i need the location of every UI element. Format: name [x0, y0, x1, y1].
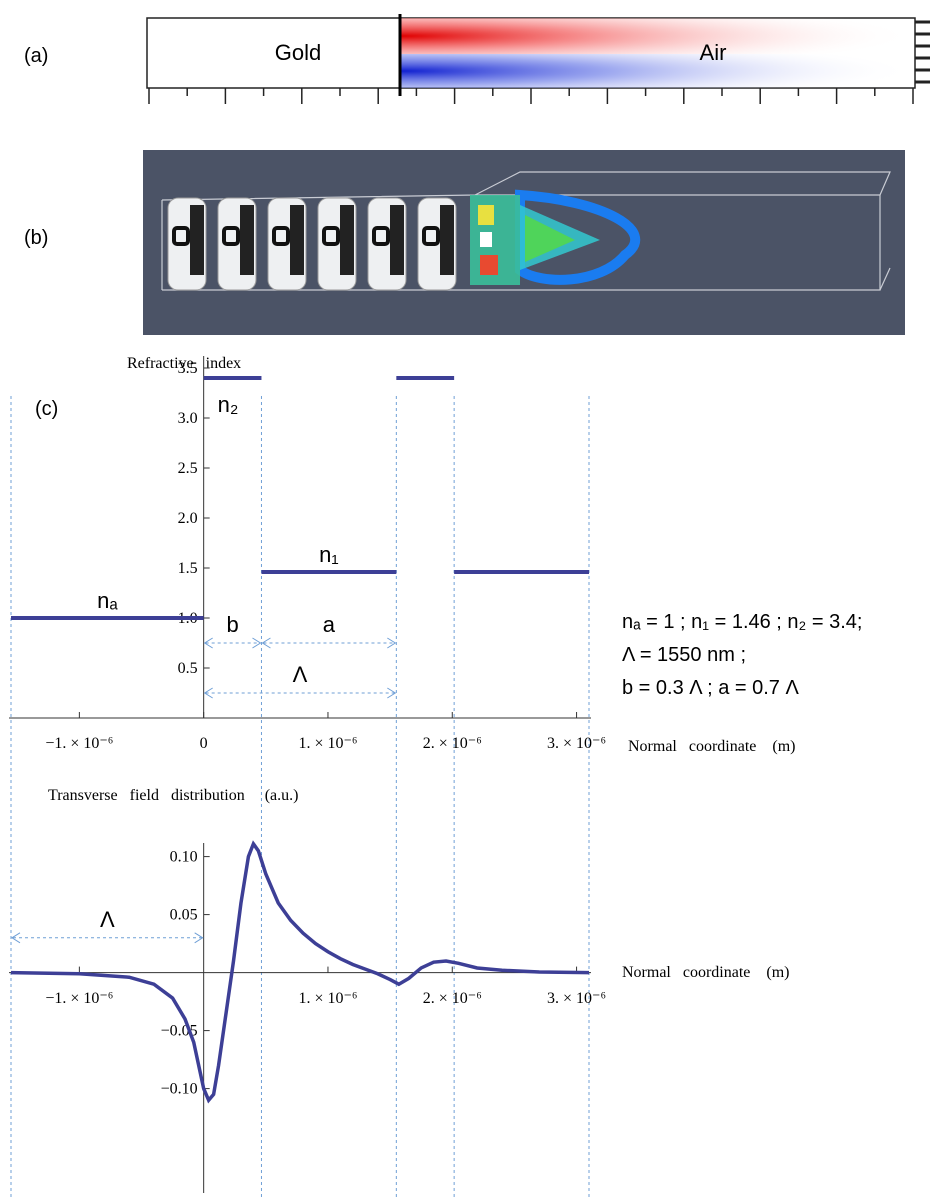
parameter-text: Λ = 1550 nm ;: [622, 644, 746, 666]
y-tick-label: 0.5: [178, 660, 198, 677]
y-tick-label: 3.5: [178, 360, 198, 377]
y-axis-title: Transverse field distribution (a.u.): [48, 787, 298, 804]
arrow-head: [252, 637, 262, 649]
region-label: Gold: [275, 40, 321, 65]
x-tick-label: 3. × 10⁻⁶: [547, 735, 606, 752]
arrow-head: [261, 637, 271, 649]
segment-label: n₁: [319, 542, 339, 567]
panel-a-graphic: [146, 14, 930, 104]
dimension-label: Λ: [100, 907, 115, 932]
panel-label: (a): [24, 45, 48, 67]
y-axis-title: Refractive index: [127, 355, 241, 372]
field-curve: [10, 840, 590, 1104]
cylinder-hole: [272, 226, 290, 246]
arrow-head: [203, 637, 213, 649]
cylinder-hole: [222, 226, 240, 246]
x-tick-label: 1. × 10⁻⁶: [298, 990, 357, 1007]
segment-label: nₐ: [97, 588, 118, 613]
panel-label: (c): [35, 398, 58, 420]
arrow-head: [11, 932, 21, 944]
cylinder-hole: [422, 226, 440, 246]
x-tick-label: −1. × 10⁻⁶: [45, 990, 113, 1007]
arrow-head: [194, 932, 204, 944]
panel-b-graphic: [143, 150, 905, 335]
region-label: Air: [700, 40, 727, 65]
cylinder-hole: [322, 226, 340, 246]
dimension-label: b: [226, 612, 238, 637]
cylinder-hole: [172, 226, 190, 246]
x-axis-title: Normal coordinate (m): [622, 964, 790, 981]
x-tick-label: 2. × 10⁻⁶: [423, 735, 482, 752]
y-tick-label: 2.5: [178, 460, 198, 477]
dimension-label: a: [323, 612, 336, 637]
segment-label: n₂: [218, 392, 239, 417]
arrow-head: [203, 687, 213, 699]
y-tick-label: 3.0: [178, 410, 198, 427]
cylinder-shadow: [340, 205, 354, 275]
x-tick-label: −1. × 10⁻⁶: [45, 735, 113, 752]
y-tick-label: 2.0: [178, 510, 198, 527]
cylinder-shadow: [240, 205, 254, 275]
x-tick-label: 2. × 10⁻⁶: [423, 990, 482, 1007]
y-tick-label: 0.05: [170, 907, 198, 924]
x-axis-title: Normal coordinate (m): [628, 738, 796, 755]
y-tick-label: −0.10: [161, 1081, 198, 1098]
cylinder-shadow: [290, 205, 304, 275]
y-tick-label: 1.5: [178, 560, 198, 577]
parameters: nₐ = 1 ; n₁ = 1.46 ; n₂ = 3.4; Λ = 1550 n…: [622, 611, 862, 699]
x-tick-label: 3. × 10⁻⁶: [547, 990, 606, 1007]
panel-label: (b): [24, 227, 48, 249]
x-tick-label: 0: [200, 735, 208, 752]
cylinder-hole: [372, 226, 390, 246]
arrow-head: [387, 637, 397, 649]
parameter-text: b = 0.3 Λ ; a = 0.7 Λ: [622, 677, 799, 699]
arrow-head: [387, 687, 397, 699]
cylinder-shadow: [440, 205, 454, 275]
parameter-text: nₐ = 1 ; n₁ = 1.46 ; n₂ = 3.4;: [622, 611, 862, 633]
cylinder-shadow: [390, 205, 404, 275]
x-tick-label: 1. × 10⁻⁶: [298, 735, 357, 752]
cylinder-shadow: [190, 205, 204, 275]
y-tick-label: 0.10: [170, 849, 198, 866]
dimension-label: Λ: [293, 662, 308, 687]
